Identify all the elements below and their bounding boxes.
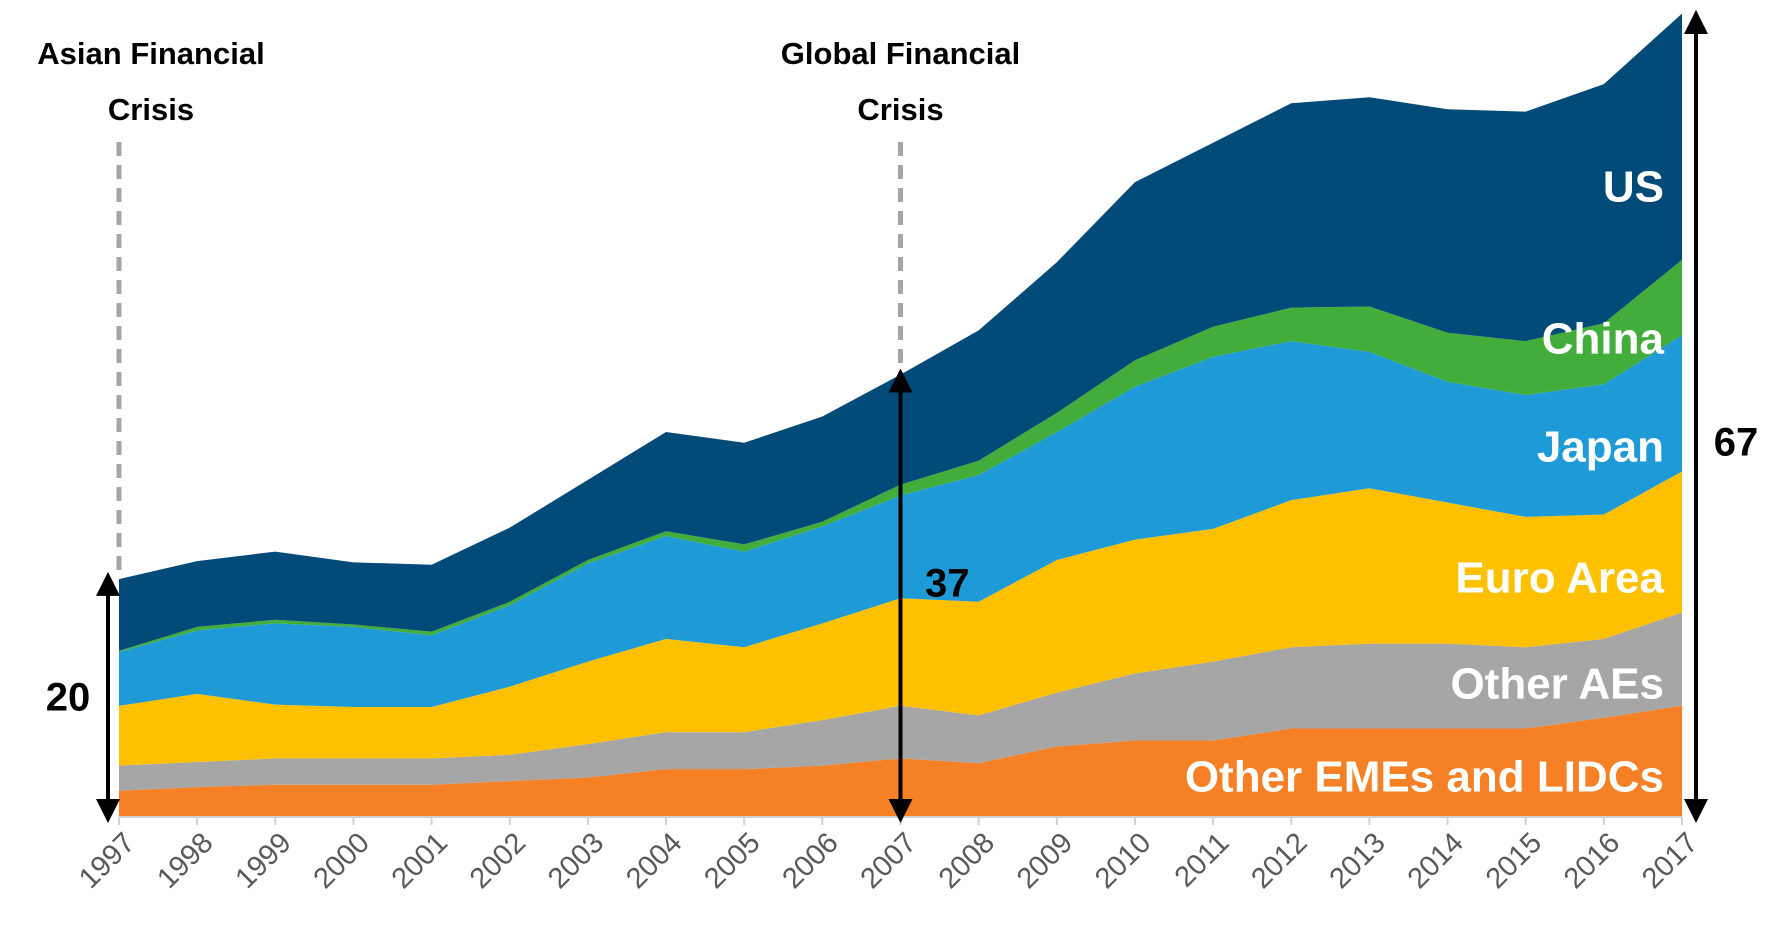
- x-tick-label: 2013: [1324, 827, 1392, 895]
- event-label: Crisis: [108, 92, 194, 127]
- x-tick-label: 2002: [464, 827, 532, 895]
- area: [119, 612, 1682, 791]
- series-label: Other AEs: [1450, 660, 1664, 709]
- x-tick-label: 2000: [308, 827, 376, 895]
- total-label: 20: [46, 676, 91, 720]
- total-label: 37: [925, 562, 970, 606]
- x-tick-label: 2003: [542, 827, 610, 895]
- event-label: Asian Financial: [37, 36, 264, 71]
- series-label: Euro Area: [1455, 554, 1664, 603]
- event-label: Crisis: [857, 92, 943, 127]
- event-label: Global Financial: [781, 36, 1020, 71]
- x-tick-label: 2011: [1169, 827, 1236, 894]
- x-tick-label: 2007: [855, 827, 923, 895]
- x-tick-label: 2006: [776, 827, 844, 895]
- x-tick-label: 2016: [1558, 827, 1626, 895]
- x-tick-label: 2014: [1402, 827, 1470, 895]
- series-label: China: [1542, 315, 1665, 364]
- x-tick-label: 2009: [1011, 827, 1079, 895]
- series-label: US: [1603, 163, 1664, 212]
- x-tick-label: 2010: [1089, 827, 1157, 895]
- x-tick-label: 1999: [229, 827, 297, 895]
- x-tick-label: 1998: [151, 827, 219, 895]
- x-tick-label: 2008: [933, 827, 1001, 895]
- x-tick-label: 2015: [1480, 827, 1548, 895]
- series-label: Other EMEs and LIDCs: [1185, 753, 1664, 802]
- x-tick-label: 2004: [620, 827, 688, 895]
- x-tick-label: 1997: [73, 827, 141, 895]
- x-tick-label: 2012: [1245, 827, 1313, 895]
- area: [119, 13, 1682, 651]
- total-label: 67: [1714, 421, 1759, 465]
- series-label: Japan: [1537, 423, 1664, 472]
- x-tick-label: 2001: [386, 827, 454, 895]
- x-tick-label: 2017: [1636, 827, 1704, 895]
- x-tick-label: 2005: [698, 827, 766, 895]
